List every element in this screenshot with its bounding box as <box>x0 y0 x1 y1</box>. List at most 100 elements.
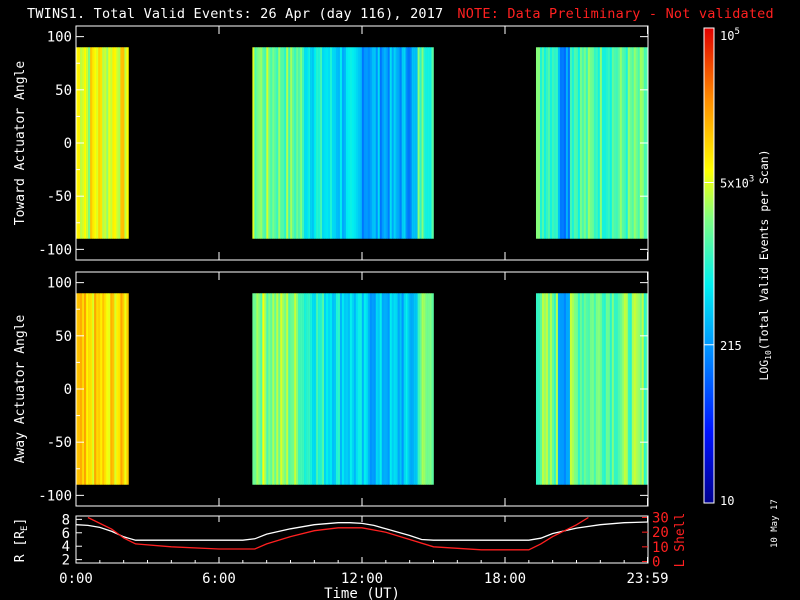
heatmap-strip <box>270 47 273 239</box>
heatmap-strip <box>581 293 585 485</box>
heatmap-strip <box>629 47 633 239</box>
heatmap-strip <box>92 293 95 485</box>
heatmap-strip <box>262 47 265 239</box>
heatmap-strip <box>633 47 637 239</box>
heatmap-strip <box>310 293 313 485</box>
heatmap-strip <box>102 47 105 239</box>
heatmap-strip <box>260 47 263 239</box>
heatmap-strip <box>593 47 597 239</box>
heatmap-strip <box>395 47 398 239</box>
heatmap-strip <box>268 293 271 485</box>
right-tick-label: 20 <box>652 525 669 541</box>
heatmap-strip <box>599 293 603 485</box>
heatmap-strip <box>387 293 391 485</box>
y-tick-label: 50 <box>55 83 72 99</box>
heatmap-strip <box>270 293 273 485</box>
heatmap-strip <box>308 293 311 485</box>
heatmap-strip <box>266 293 269 485</box>
heatmap-strip <box>569 47 573 239</box>
coverage-block <box>252 293 434 485</box>
heatmap-strip <box>98 293 101 485</box>
heatmap-strip <box>296 293 299 485</box>
heatmap-strip <box>635 293 639 485</box>
right-tick-label: 10 <box>652 540 669 556</box>
heatmap-strip <box>583 293 587 485</box>
heatmap-strip <box>345 47 349 239</box>
heatmap-strip <box>375 293 379 485</box>
heatmap-strip <box>587 293 591 485</box>
heatmap-strip <box>114 47 117 239</box>
heatmap-strip <box>306 293 309 485</box>
heatmap-strip <box>102 293 105 485</box>
heatmap-strip <box>268 47 271 239</box>
toward-angle-panel: 100 50 0 -50 -100 Toward Actuator Angle <box>13 25 649 261</box>
heatmap-strip <box>415 293 418 485</box>
heatmap-strip <box>613 47 617 239</box>
heatmap-strip <box>403 47 406 239</box>
preliminary-note: NOTE: Data Preliminary - Not validated <box>457 6 774 22</box>
heatmap-strip <box>375 47 379 239</box>
x-tick-label: 12:00 <box>341 571 383 587</box>
heatmap-strip <box>621 293 625 485</box>
heatmap-strip <box>274 293 277 485</box>
heatmap-strip <box>565 47 569 239</box>
heatmap-strip <box>347 293 351 485</box>
heatmap-strip <box>318 47 321 239</box>
heatmap-strip <box>106 47 109 239</box>
heatmap-strip <box>605 293 609 485</box>
heatmap-strip <box>276 293 279 485</box>
heatmap-strip <box>419 293 422 485</box>
heatmap-strip <box>377 47 381 239</box>
heatmap-strip <box>589 293 593 485</box>
heatmap-strip <box>607 47 611 239</box>
heatmap-strip <box>280 47 283 239</box>
heatmap-strip <box>120 47 123 239</box>
heatmap-strip <box>328 293 331 485</box>
heatmap-strip <box>595 293 599 485</box>
heatmap-strip <box>337 47 341 239</box>
heatmap-strip <box>256 47 259 239</box>
heatmap-strip <box>549 293 553 485</box>
heatmap-strip <box>541 47 545 239</box>
heatmap-strip <box>331 293 335 485</box>
heatmap-strip <box>409 47 412 239</box>
heatmap-strip <box>365 47 369 239</box>
heatmap-strip <box>282 293 285 485</box>
heatmap-strip <box>403 293 406 485</box>
heatmap-strip <box>264 293 267 485</box>
heatmap-strip <box>86 47 89 239</box>
heatmap-strip <box>296 47 299 239</box>
heatmap-strip <box>605 47 609 239</box>
left-tick-label: 6 <box>62 526 70 542</box>
heatmap-strip <box>308 47 311 239</box>
heatmap-strip <box>280 293 283 485</box>
heatmap-strip <box>625 293 629 485</box>
heatmap-strip <box>563 293 567 485</box>
heatmap-strip <box>603 293 607 485</box>
heatmap-strip <box>431 47 434 239</box>
heatmap-strip <box>551 47 555 239</box>
heatmap-strip <box>609 47 613 239</box>
heatmap-strip <box>88 293 91 485</box>
heatmap-strip <box>126 293 129 485</box>
heatmap-strip <box>593 293 597 485</box>
heatmap-strip <box>339 293 343 485</box>
lshell-axis-label: L Shell <box>673 513 688 568</box>
heatmap-strip <box>333 293 337 485</box>
heatmap-strip <box>573 293 577 485</box>
heatmap-strip <box>290 293 293 485</box>
heatmap-strip <box>539 47 543 239</box>
right-tick-label: 30 <box>652 510 669 526</box>
y-tick-label: 100 <box>47 30 72 46</box>
heatmap-strip <box>547 293 551 485</box>
heatmap-strip <box>555 293 559 485</box>
heatmap-strip <box>272 293 275 485</box>
heatmap-strip <box>399 47 402 239</box>
heatmap-strip <box>314 47 317 239</box>
heatmap-strip <box>597 293 601 485</box>
heatmap-strip <box>351 293 355 485</box>
heatmap-strip <box>623 47 627 239</box>
heatmap-strip <box>300 293 303 485</box>
heatmap-strip <box>421 47 424 239</box>
heatmap-strip <box>112 47 115 239</box>
